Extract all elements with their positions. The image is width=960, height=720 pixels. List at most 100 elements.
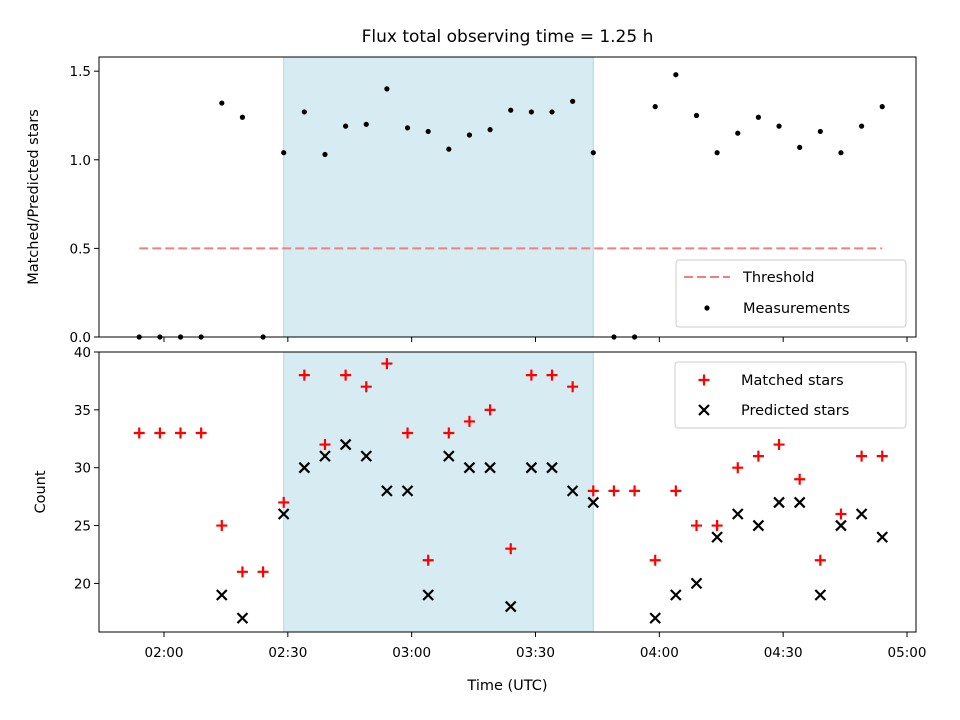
predicted-star-point [484,461,496,474]
measurement-point [446,146,452,152]
measurement-point [404,125,411,131]
predicted-star-point [711,531,723,543]
measurement-point [343,123,349,129]
matched-star-point [257,566,269,578]
measurement-point [322,151,328,158]
xtick-label: 05:00 [888,645,927,661]
matched-star-point [463,415,475,427]
measurement-point [219,100,225,106]
bottom-ytick-label: 35 [74,403,91,419]
top-panel: 0.0 0.5 1.0 1.5 Flux total observing time =… [26,27,917,346]
bottom-ytick-label: 20 [74,576,91,592]
measurement-point [838,150,844,156]
legend-matched-label: Matched stars [741,373,844,389]
matched-star-point [340,369,352,381]
top-y-axis-label: Matched/Predicted stars [26,109,42,285]
matched-star-point [278,496,290,508]
bottom-legend: Matched stars Predicted stars [674,361,907,429]
predicted-star-point [773,496,785,509]
measurement-point [528,109,534,115]
predicted-star-point [670,589,682,601]
matched-star-point [752,450,764,462]
measurement-point [755,114,762,120]
xtick-label: 02:30 [268,645,307,661]
matched-star-point [525,369,537,381]
xtick-label: 03:30 [516,645,555,661]
matched-star-point [298,369,310,381]
predicted-star-point [277,508,290,520]
measurement-point [776,123,782,129]
matched-star-point [443,427,455,439]
matched-star-point [629,485,641,497]
matched-star-point [360,381,372,393]
predicted-star-point [690,577,703,590]
measurement-point [487,127,493,133]
measurement-point [735,130,741,136]
matched-star-point [587,485,599,497]
top-axes-frame [98,56,917,338]
matched-star-point [402,427,414,439]
measurement-point [879,104,885,110]
predicted-star-point [216,589,228,601]
predicted-star-point [422,589,434,601]
measurement-point [466,132,473,138]
measurement-point [384,86,390,92]
legend-measurements-label: Measurements [743,301,850,317]
predicted-star-point [298,461,311,474]
measurement-point [281,150,287,156]
top-ytick-label: 1.5 [70,64,91,80]
measurement-point [673,72,679,78]
x-axis-label: Time (UTC) [466,678,547,694]
bottom-legend-box [674,361,907,429]
matched-star-point [794,473,806,485]
matched-star-point [216,520,228,532]
bottom-ytick-label: 25 [74,519,91,535]
predicted-star-point [855,508,868,520]
measurement-point [693,112,700,119]
bottom-ytick-label: 30 [74,461,91,477]
matched-star-point [814,554,826,566]
top-legend: Threshold Measurements [675,259,907,328]
matched-star-point [835,508,847,520]
xtick-label: 04:30 [764,645,803,661]
legend-matched-swatch [698,374,710,386]
matched-star-point [670,485,682,497]
chart-title: Flux total observing time = 1.25 h [362,27,654,47]
predicted-star-point [876,531,889,543]
measurement-point [570,98,576,104]
legend-predicted-label: Predicted stars [741,403,849,419]
predicted-star-point [401,485,414,497]
measurement-point [363,121,369,127]
top-ytick-label: 0.5 [70,241,91,257]
matched-star-point [690,520,702,532]
legend-predicted-swatch [698,404,710,416]
predicted-star-point [793,496,806,509]
measurement-point [817,128,823,135]
matched-star-point [546,369,558,381]
matched-star-point [732,462,744,474]
matched-star-point [133,427,145,439]
matched-star-point [649,554,661,566]
predicted-star-point [443,450,455,462]
matched-star-point [505,543,517,555]
matched-star-point [773,439,785,451]
xtick-label: 03:00 [392,645,431,661]
measurement-point [549,109,555,115]
matched-star-point [195,427,207,439]
top-ytick-label: 0.0 [70,330,91,346]
matched-star-point [608,485,620,497]
measurement-point [508,107,514,113]
top-ytick-label: 1.0 [70,153,91,169]
matched-star-point [381,358,393,370]
bottom-axes-frame [98,351,917,633]
measurement-point [301,109,307,115]
bottom-y-axis-label: Count [33,470,49,513]
bottom-ytick-label: 40 [74,345,91,361]
predicted-star-point [752,519,765,532]
measurement-point [797,144,803,150]
predicted-star-point [360,450,373,462]
predicted-star-point [339,438,352,451]
measurement-point [652,104,658,110]
predicted-star-point [463,461,476,474]
